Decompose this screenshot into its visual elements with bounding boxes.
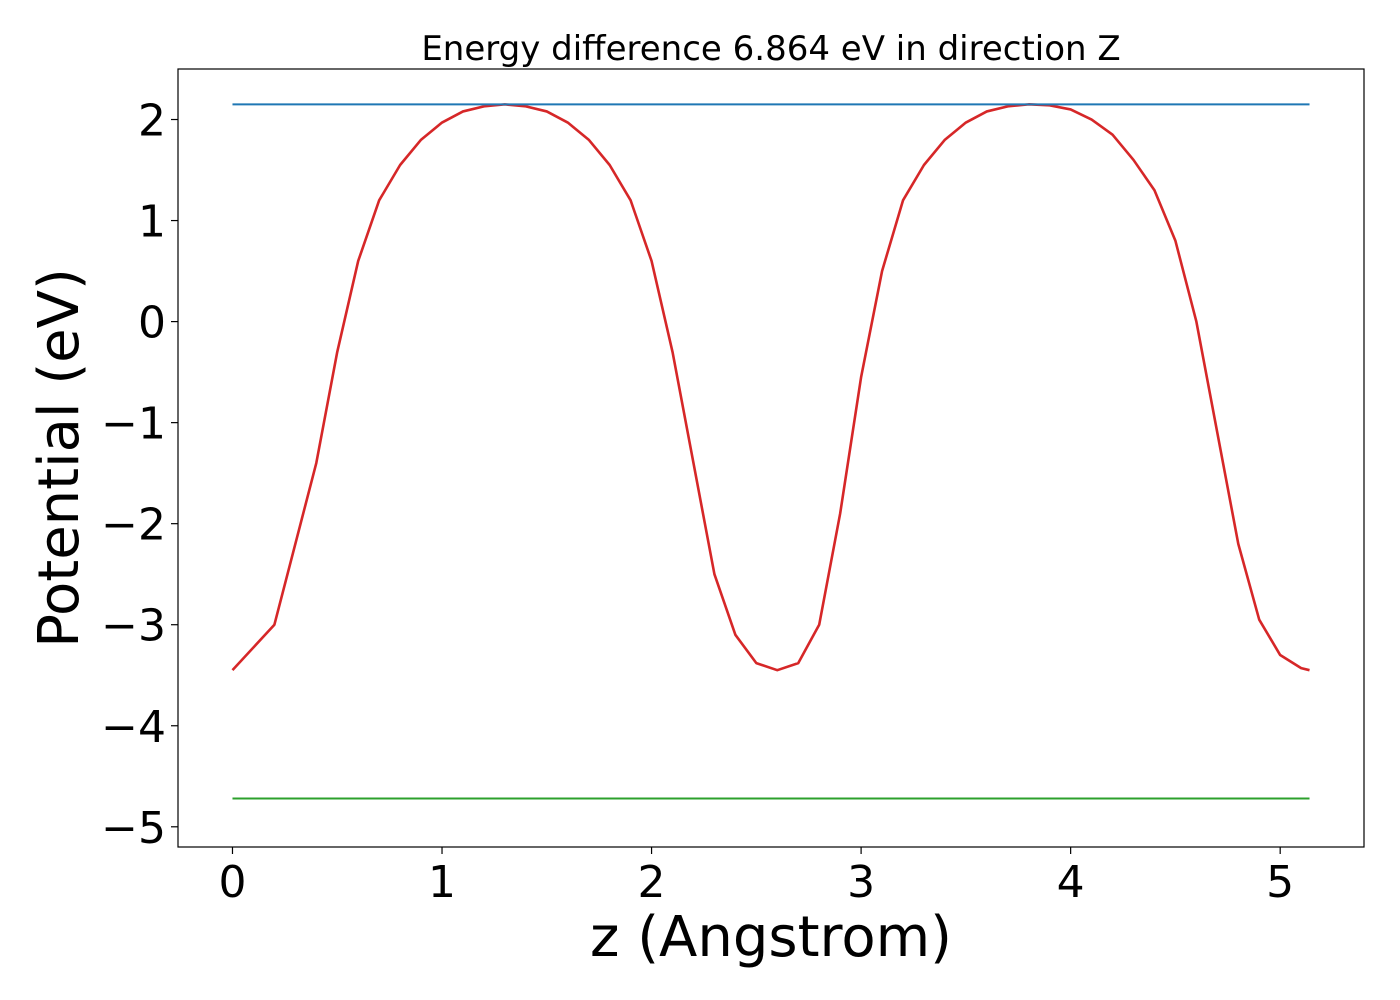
x-tick-label: 3 — [847, 857, 875, 908]
plot-area-frame — [177, 68, 1365, 848]
y-tick-label: −4 — [101, 702, 166, 753]
x-tick-label: 1 — [428, 857, 456, 908]
y-axis-title: Potential (eV) — [27, 268, 92, 648]
y-tick-label: −3 — [101, 601, 166, 652]
x-tick-label: 2 — [638, 857, 666, 908]
y-tick-label: 0 — [138, 298, 166, 349]
chart-title: Energy difference 6.864 eV in direction … — [421, 29, 1120, 69]
series-layer — [231, 103, 1310, 800]
x-tick-label: 0 — [218, 857, 246, 908]
y-tick-label: −2 — [101, 500, 166, 551]
y-axis: −5 −4 −3 −2 −1 0 1 2 — [101, 96, 178, 854]
y-tick-label: −1 — [101, 399, 166, 450]
series-line-0 — [231, 103, 1310, 672]
y-tick-label: 1 — [138, 197, 166, 248]
x-tick-label: 4 — [1057, 857, 1085, 908]
y-tick-label: 2 — [138, 96, 166, 147]
x-axis: 0 1 2 3 4 5 — [218, 847, 1294, 908]
y-tick-label: −5 — [101, 803, 166, 854]
x-tick-label: 5 — [1266, 857, 1294, 908]
x-axis-title: z (Angstrom) — [590, 905, 952, 970]
